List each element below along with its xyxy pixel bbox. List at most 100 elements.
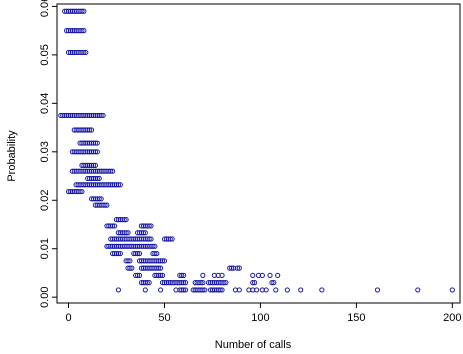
data-point <box>125 258 131 264</box>
x-tick-label: 50 <box>158 312 170 324</box>
data-point <box>79 188 85 195</box>
data-point <box>182 287 189 293</box>
data-point <box>125 230 131 236</box>
data-point <box>88 127 95 133</box>
data-point <box>83 49 89 56</box>
data-point <box>136 250 143 257</box>
data-point <box>142 287 148 293</box>
data-point <box>100 112 106 119</box>
data-point <box>146 236 152 242</box>
data-point <box>92 140 98 146</box>
data-point <box>267 272 273 278</box>
data-point <box>150 243 156 249</box>
data-point <box>127 265 133 271</box>
data-point <box>167 236 173 242</box>
data-point <box>94 140 100 146</box>
data-point <box>158 265 164 271</box>
data-point <box>148 223 154 229</box>
data-point <box>127 258 133 264</box>
y-tick-label: 0.03 <box>39 141 51 162</box>
data-point <box>152 243 158 249</box>
data-point <box>234 265 240 271</box>
data-point <box>79 8 85 14</box>
data-point <box>135 250 141 257</box>
data-point <box>110 223 116 229</box>
data-point <box>146 223 152 229</box>
data-point <box>144 280 150 286</box>
data-point <box>298 287 304 293</box>
data-point <box>123 217 129 223</box>
data-point <box>179 272 185 278</box>
data-point <box>200 280 206 286</box>
data-point <box>271 280 277 286</box>
data-point <box>161 258 168 264</box>
data-point <box>263 287 269 293</box>
data-point <box>236 265 242 271</box>
data-point <box>117 182 123 188</box>
data-point <box>111 223 118 229</box>
y-axis-label: Probability <box>6 130 18 182</box>
data-point <box>269 280 275 286</box>
data-point <box>140 230 146 236</box>
data-point <box>92 149 98 155</box>
data-point <box>275 272 281 278</box>
data-point <box>236 287 242 293</box>
data-point <box>136 272 143 278</box>
y-tick-label: 0.00 <box>39 286 51 307</box>
data-point <box>198 280 204 286</box>
y-axis: 0.00 0.01 0.02 0.03 0.04 0.05 0.06 <box>39 0 57 308</box>
data-point <box>108 168 114 174</box>
x-tick-label: 0 <box>65 312 71 324</box>
data-point <box>94 149 100 155</box>
plot-frame <box>56 3 461 304</box>
data-point <box>200 287 206 293</box>
data-point <box>98 196 104 202</box>
data-point <box>96 175 102 182</box>
data-point <box>110 168 116 174</box>
data-point <box>129 265 135 271</box>
data-point <box>115 250 122 257</box>
data-point <box>158 287 164 293</box>
data-point <box>117 250 123 257</box>
data-point <box>202 287 208 293</box>
x-axis: 0 50 100 150 200 <box>65 303 462 324</box>
data-point <box>252 280 258 286</box>
data-points <box>58 8 455 293</box>
data-point <box>121 217 127 223</box>
x-tick-label: 200 <box>443 312 461 324</box>
data-point <box>181 280 187 286</box>
data-point <box>96 196 102 202</box>
data-point <box>229 265 235 271</box>
y-tick-label: 0.04 <box>39 93 51 114</box>
data-point <box>79 28 85 34</box>
data-point <box>221 280 227 286</box>
data-point <box>182 280 189 286</box>
data-point <box>77 188 83 195</box>
data-point <box>284 287 290 293</box>
data-point <box>449 287 455 293</box>
x-tick-label: 150 <box>347 312 365 324</box>
data-point <box>115 182 122 188</box>
data-point <box>253 287 260 293</box>
data-point <box>152 250 158 257</box>
x-tick-label: 100 <box>251 312 269 324</box>
data-point <box>159 258 166 264</box>
data-point <box>81 49 87 56</box>
y-tick-label: 0.06 <box>39 0 51 17</box>
y-tick-label: 0.05 <box>39 44 51 65</box>
y-tick-label: 0.02 <box>39 190 51 211</box>
data-point <box>219 272 225 278</box>
data-point <box>146 280 152 286</box>
data-point <box>158 272 164 278</box>
data-point <box>81 8 87 14</box>
data-point <box>250 280 256 286</box>
data-point <box>102 202 108 208</box>
data-point <box>200 272 206 278</box>
data-point <box>319 287 325 293</box>
data-point <box>115 287 122 293</box>
data-point <box>123 230 129 236</box>
data-point <box>374 287 381 293</box>
data-point <box>104 202 110 208</box>
data-point <box>273 287 279 293</box>
